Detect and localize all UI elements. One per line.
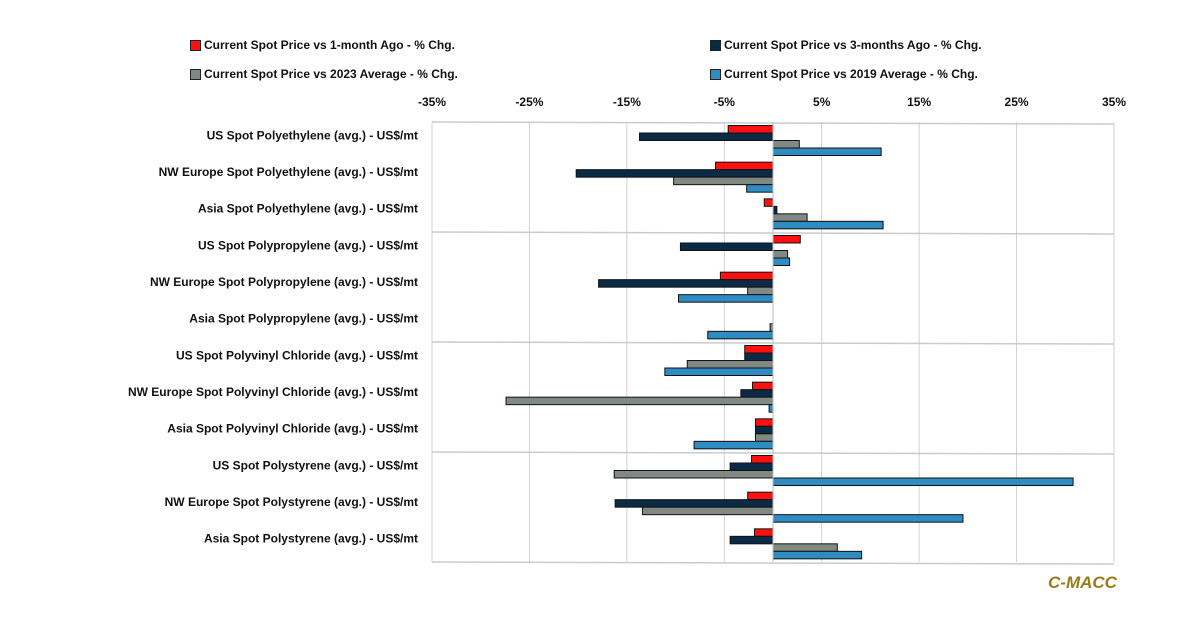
bar xyxy=(673,176,774,186)
bar xyxy=(772,205,778,215)
legend-item-3m: Current Spot Price vs 3-months Ago - % C… xyxy=(710,38,982,52)
legend-swatch xyxy=(710,39,721,51)
bar xyxy=(693,440,774,450)
category-label: NW Europe Spot Polyvinyl Chloride (avg.)… xyxy=(128,385,418,399)
category-label: NW Europe Spot Polypropylene (avg.) - US… xyxy=(150,275,418,289)
bar xyxy=(772,140,800,149)
bar xyxy=(752,381,774,391)
bar xyxy=(729,535,774,545)
category-label: US Spot Polystyrene (avg.) - US$/mt xyxy=(213,458,418,472)
bar xyxy=(679,242,774,251)
brand-logo: C-MACC xyxy=(1048,573,1117,592)
x-tick-label: -25% xyxy=(515,95,543,109)
x-tick-label: 35% xyxy=(1102,95,1126,109)
bar xyxy=(754,418,774,427)
x-tick-label: 25% xyxy=(1005,95,1029,109)
category-label: Asia Spot Polystyrene (avg.) - US$/mt xyxy=(204,532,418,546)
bar xyxy=(744,345,774,354)
legend-swatch xyxy=(190,68,201,80)
bar xyxy=(772,220,884,230)
bar xyxy=(772,550,863,560)
bar xyxy=(686,360,774,369)
bar xyxy=(740,389,774,398)
category-label: Asia Spot Polypropylene (avg.) - US$/mt xyxy=(189,312,418,326)
category-label: Asia Spot Polyvinyl Chloride (avg.) - US… xyxy=(167,422,418,436)
bar xyxy=(747,286,774,296)
bar xyxy=(768,404,774,413)
x-tick-label: -5% xyxy=(714,95,736,109)
bar xyxy=(772,213,808,222)
bar xyxy=(746,184,774,193)
bar xyxy=(575,169,774,178)
x-tick-label: -15% xyxy=(613,95,641,109)
x-tick-label: -35% xyxy=(418,95,446,109)
bar xyxy=(744,352,774,361)
bar xyxy=(729,462,774,471)
bar xyxy=(763,198,774,207)
category-label: US Spot Polyethylene (avg.) - US$/mt xyxy=(207,128,418,142)
bar xyxy=(598,279,774,288)
bar xyxy=(772,250,789,259)
bar xyxy=(754,433,774,442)
bar xyxy=(772,235,801,244)
bar xyxy=(715,161,774,171)
bar xyxy=(772,514,964,523)
legend-item-2023: Current Spot Price vs 2023 Average - % C… xyxy=(190,67,458,81)
bar xyxy=(664,367,774,376)
category-label: US Spot Polypropylene (avg.) - US$/mt xyxy=(198,238,418,252)
legend-label: Current Spot Price vs 1-month Ago - % Ch… xyxy=(204,38,455,52)
legend-swatch xyxy=(710,68,721,80)
bar xyxy=(772,147,882,156)
x-tick-label: 5% xyxy=(813,95,831,109)
bar xyxy=(677,294,774,303)
category-label: NW Europe Spot Polystyrene (avg.) - US$/… xyxy=(165,495,418,509)
legend-item-1m: Current Spot Price vs 1-month Ago - % Ch… xyxy=(190,38,455,52)
bar xyxy=(614,499,774,508)
bar xyxy=(707,330,774,340)
category-label: Asia Spot Polyethylene (avg.) - US$/mt xyxy=(198,202,418,216)
bar xyxy=(747,491,774,501)
legend-label: Current Spot Price vs 2019 Average - % C… xyxy=(724,67,978,81)
bar xyxy=(754,425,774,435)
legend-label: Current Spot Price vs 2023 Average - % C… xyxy=(204,67,458,81)
bar xyxy=(772,543,838,552)
x-tick-label: 15% xyxy=(907,95,931,109)
bar xyxy=(641,506,774,516)
bar xyxy=(753,528,774,537)
category-label: NW Europe Spot Polyethylene (avg.) - US$… xyxy=(159,165,418,179)
bar xyxy=(613,470,774,479)
bar xyxy=(751,455,774,464)
bar xyxy=(727,125,774,134)
bar xyxy=(719,271,774,281)
bar xyxy=(639,132,774,141)
bar xyxy=(505,396,774,406)
legend-label: Current Spot Price vs 3-months Ago - % C… xyxy=(724,38,982,52)
category-label: US Spot Polyvinyl Chloride (avg.) - US$/… xyxy=(176,348,418,362)
bar xyxy=(772,257,791,266)
bar xyxy=(772,477,1074,486)
legend-swatch xyxy=(190,39,201,51)
group-separator xyxy=(431,561,1115,565)
legend-item-2019: Current Spot Price vs 2019 Average - % C… xyxy=(710,67,978,81)
